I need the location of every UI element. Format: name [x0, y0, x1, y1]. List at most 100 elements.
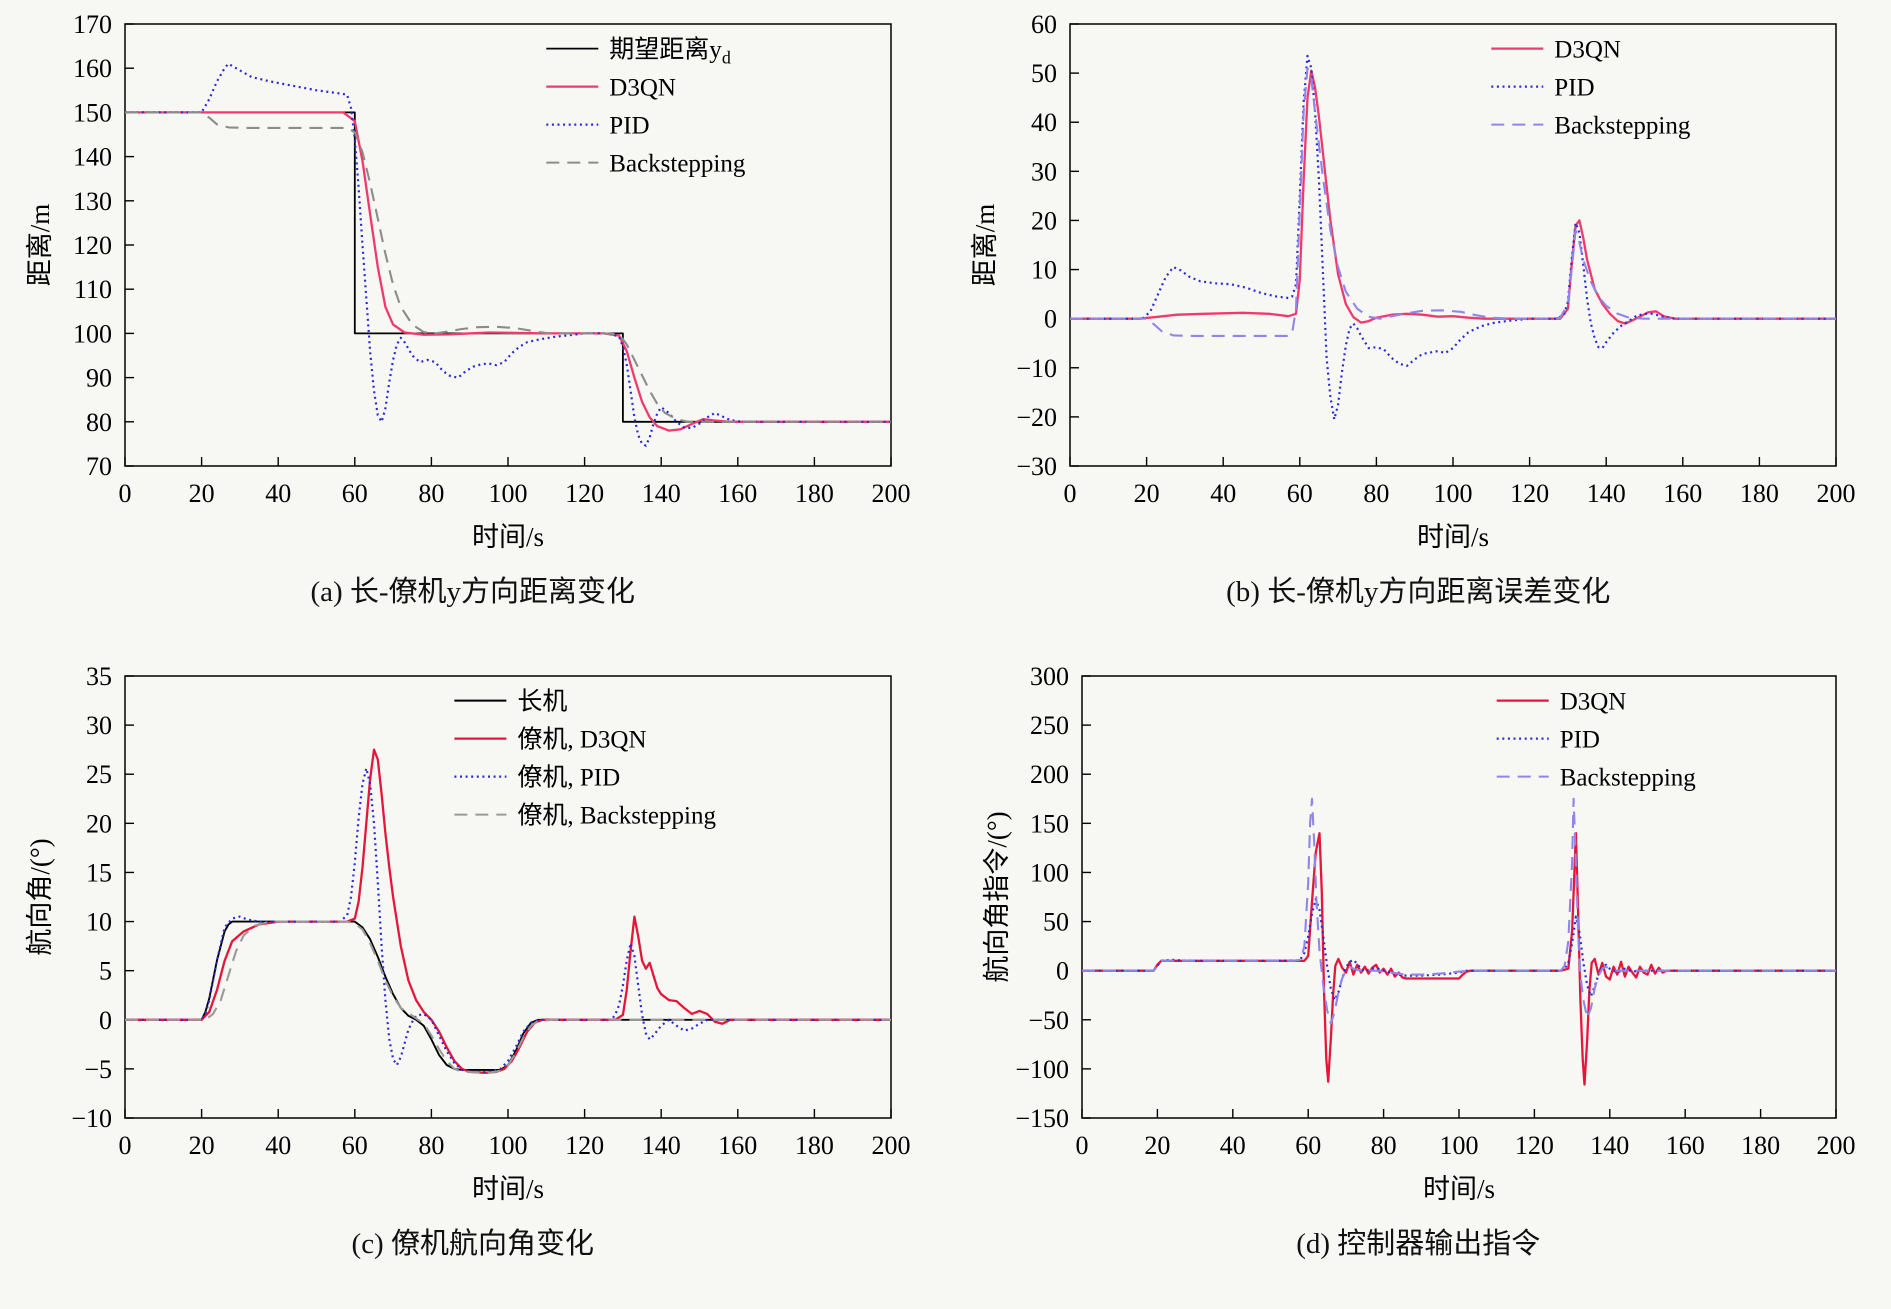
- y-tick-label: 250: [1030, 711, 1069, 740]
- legend-label: PID: [1560, 726, 1600, 753]
- series-group: [1070, 54, 1837, 421]
- x-tick-label: 0: [118, 479, 131, 508]
- chart-c-caption: (c) 僚机航向角变化: [351, 1227, 594, 1260]
- y-tick-label: 100: [73, 319, 112, 348]
- legend: D3QN PID Backstepping: [1491, 37, 1692, 140]
- x-tick-label: 0: [118, 1131, 131, 1160]
- x-tick-label: 60: [1287, 479, 1313, 508]
- y-axis: −10 −5 0 5 10 15 20 25 30 35: [71, 662, 134, 1133]
- y-axis: −150 −100 −50 0 50 100 150 200 250 300: [1016, 662, 1092, 1133]
- x-tick-label: 0: [1076, 1131, 1089, 1160]
- x-tick-label: 60: [342, 479, 368, 508]
- x-axis-label: 时间/s: [1417, 522, 1489, 552]
- x-tick-label: 80: [1364, 479, 1390, 508]
- chart-d-panel: 0 20 40 60 80 100 120 140 160 180 200 −150 −100 −50 0 5…: [958, 658, 1878, 1262]
- chart-a-canvas: 0 20 40 60 80 100 120 140 160 180 200 70 80 90 100 110 1…: [25, 10, 911, 552]
- series-line: [1082, 797, 1837, 1025]
- y-tick-label: 150: [73, 98, 112, 127]
- x-axis: 0 20 40 60 80 100 120 140 160 180 200: [118, 457, 910, 508]
- x-tick-label: 180: [1740, 479, 1779, 508]
- x-tick-label: 200: [871, 1131, 910, 1160]
- y-tick-label: 15: [86, 858, 112, 887]
- chart-b-panel: 0 20 40 60 80 100 120 140 160 180 200 −30 −20 −10 0 10 2…: [958, 6, 1878, 610]
- y-axis-label: 航向角/(°): [25, 838, 55, 955]
- series-line: [124, 111, 891, 423]
- legend-label: D3QN: [609, 75, 676, 102]
- legend-label: 僚机, D3QN: [517, 725, 646, 753]
- x-tick-label: 160: [1664, 479, 1703, 508]
- legend: 期望距离yd D3QN PID Backstepping: [546, 36, 746, 178]
- x-tick-label: 160: [718, 1131, 757, 1160]
- x-tick-label: 120: [565, 479, 604, 508]
- plot-frame: [124, 23, 892, 467]
- x-tick-label: 160: [1666, 1131, 1705, 1160]
- series-line: [124, 920, 891, 1074]
- y-tick-label: 30: [1031, 157, 1057, 186]
- y-axis-label: 距离/m: [970, 204, 1000, 287]
- y-tick-label: 150: [1030, 809, 1069, 838]
- x-tick-label: 160: [718, 479, 757, 508]
- series-line: [1070, 69, 1837, 325]
- x-tick-label: 100: [488, 1131, 527, 1160]
- y-tick-label: −10: [71, 1104, 112, 1133]
- legend-label: 僚机, PID: [517, 763, 620, 791]
- x-tick-label: 120: [565, 1131, 604, 1160]
- x-tick-label: 0: [1064, 479, 1077, 508]
- x-tick-label: 200: [1817, 1131, 1856, 1160]
- x-tick-label: 80: [1371, 1131, 1397, 1160]
- chart-a-panel: 0 20 40 60 80 100 120 140 160 180 200 70 80 90 100 110 1…: [13, 6, 933, 610]
- x-tick-label: 20: [1134, 479, 1160, 508]
- legend-label: Backstepping: [609, 151, 746, 178]
- plot-frame: [124, 674, 892, 1119]
- legend-label: 期望距离yd: [609, 36, 731, 68]
- y-tick-label: −10: [1017, 354, 1058, 383]
- y-tick-label: 30: [86, 711, 112, 740]
- x-tick-label: 80: [418, 1131, 444, 1160]
- y-tick-label: 0: [1056, 956, 1069, 985]
- x-tick-label: 80: [418, 479, 444, 508]
- y-tick-label: −20: [1017, 403, 1058, 432]
- series-line: [1082, 831, 1837, 1086]
- y-tick-label: 170: [73, 10, 112, 39]
- y-tick-label: 50: [1043, 907, 1069, 936]
- y-tick-label: 160: [73, 54, 112, 83]
- y-tick-label: 100: [1030, 858, 1069, 887]
- series-line: [124, 766, 891, 1073]
- x-tick-label: 140: [641, 479, 680, 508]
- series-line: [124, 920, 891, 1071]
- y-tick-label: −150: [1016, 1104, 1070, 1133]
- plot-frame: [1081, 674, 1837, 1119]
- series-group: [124, 748, 891, 1074]
- series-group: [1082, 797, 1837, 1086]
- legend-label: D3QN: [1560, 688, 1627, 715]
- y-tick-label: 25: [86, 760, 112, 789]
- y-tick-label: 90: [86, 364, 112, 393]
- x-tick-label: 120: [1510, 479, 1549, 508]
- legend-label: Backstepping: [1555, 113, 1692, 140]
- x-tick-label: 20: [188, 479, 214, 508]
- y-tick-label: 110: [74, 275, 112, 304]
- y-tick-label: 20: [1031, 206, 1057, 235]
- series-line: [124, 748, 891, 1074]
- x-tick-label: 180: [1741, 1131, 1780, 1160]
- series-group: [124, 62, 891, 447]
- y-axis: −30 −20 −10 0 10 20 30 40 50 60: [1017, 10, 1080, 481]
- series-line: [124, 62, 891, 447]
- legend-label: D3QN: [1555, 37, 1622, 64]
- y-tick-label: −5: [84, 1054, 112, 1083]
- x-tick-label: 20: [188, 1131, 214, 1160]
- y-tick-label: 20: [86, 809, 112, 838]
- y-axis-label: 航向角指令/(°): [982, 811, 1012, 982]
- legend: D3QN PID Backstepping: [1496, 688, 1697, 791]
- legend-label: 僚机, Backstepping: [517, 801, 716, 829]
- x-tick-label: 100: [488, 479, 527, 508]
- y-tick-label: −100: [1016, 1054, 1070, 1083]
- series-line: [1070, 67, 1837, 337]
- x-tick-label: 20: [1145, 1131, 1171, 1160]
- x-tick-label: 60: [342, 1131, 368, 1160]
- legend-label: 长机: [517, 687, 567, 715]
- y-tick-label: 35: [86, 662, 112, 691]
- chart-d-caption: (d) 控制器输出指令: [1296, 1227, 1541, 1260]
- x-tick-label: 180: [795, 479, 834, 508]
- x-axis: 0 20 40 60 80 100 120 140 160 180 200: [118, 1108, 910, 1160]
